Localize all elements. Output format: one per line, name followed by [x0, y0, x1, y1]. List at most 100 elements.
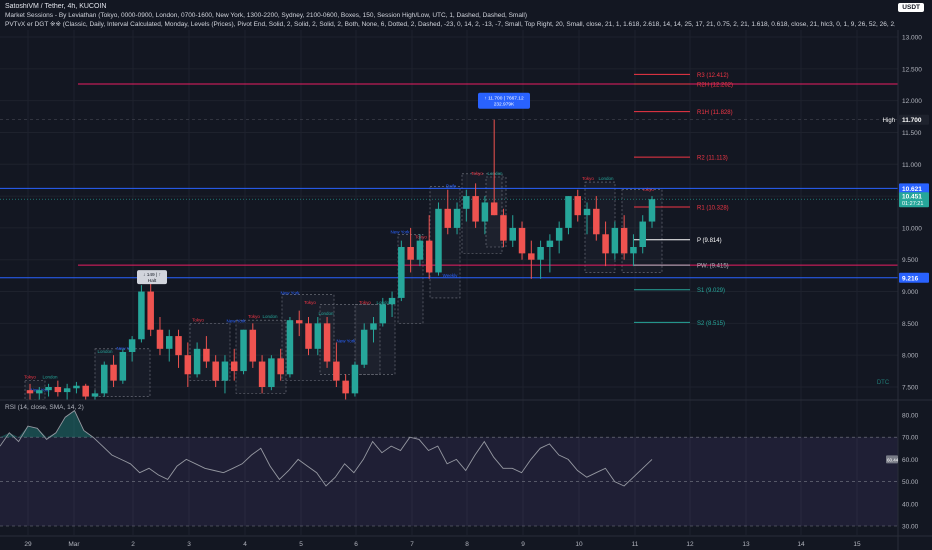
candle-body: [286, 320, 294, 375]
candle-body: [138, 291, 145, 340]
price-tick-label: 8.000: [902, 353, 919, 360]
candlestick-series: [26, 119, 656, 400]
candle-body: [453, 208, 461, 228]
time-tick-label: 11: [632, 541, 639, 548]
candle-body: [648, 199, 656, 222]
pivot-label: S1 (9.029): [697, 288, 725, 294]
session-label: London: [262, 314, 278, 319]
candle-body: [156, 329, 164, 349]
candle-body: [620, 227, 628, 254]
rsi-tick-label: 40.00: [902, 501, 919, 508]
candle-body: [565, 196, 572, 228]
rsi-legend[interactable]: RSI (14, close, SMA, 14, 2): [5, 404, 84, 411]
candle-body: [175, 336, 182, 356]
session-label: Tokyo: [359, 300, 371, 305]
time-tick-label: 14: [797, 541, 805, 548]
session-box: [429, 186, 461, 299]
pivot-label: R3 (12.412): [697, 73, 729, 79]
rsi-current-label: 60.44: [887, 457, 899, 462]
pivot-label: S2 (8.515): [697, 321, 725, 327]
session-label: New York: [336, 338, 356, 343]
session-label: Tokyo: [304, 300, 316, 305]
high-label: High: [883, 118, 895, 124]
candle-body: [444, 208, 452, 228]
candle-body: [398, 247, 405, 298]
session-box: [584, 181, 616, 273]
indicator-pivots-legend[interactable]: PVTvX er DGT ※※ (Classic, Daily, Interva…: [5, 21, 895, 28]
low-callout-line2: Halt: [148, 278, 157, 284]
candle-body: [91, 393, 99, 397]
rsi-pane: [0, 409, 898, 527]
price-tick-label: 13.000: [902, 35, 922, 42]
candle-body: [323, 323, 331, 362]
candle-body: [490, 202, 498, 216]
time-tick-label: 15: [853, 541, 861, 548]
session-label: London: [97, 349, 113, 354]
price-tick-label: 12.500: [902, 66, 922, 73]
candle-body: [277, 358, 284, 375]
level-10621-tag-bg: [899, 183, 929, 194]
session-label: New York: [30, 387, 50, 392]
session-label: London: [318, 311, 334, 316]
rsi-current-bg: [886, 455, 898, 464]
price-tick-label: 7.500: [902, 385, 919, 392]
candle-body: [128, 339, 136, 352]
symbol-title: SatoshiVM / Tether, 4h, KUCOIN: [5, 3, 107, 10]
candle-body: [166, 336, 173, 349]
candle-body: [342, 380, 349, 394]
candle-body: [45, 387, 52, 391]
level-9216-tag-bg: [899, 272, 929, 283]
time-tick-label: 13: [742, 541, 750, 548]
pivot-label: PW. (9.415): [697, 264, 729, 270]
time-tick-label: 7: [410, 541, 414, 548]
candle-body: [435, 208, 442, 273]
candle-body: [184, 355, 192, 375]
candle-body: [574, 196, 581, 216]
candle-body: [268, 358, 275, 387]
high-callout-line2: 232.979K: [494, 102, 515, 108]
candle-body: [36, 390, 43, 394]
session-label: New York: [390, 230, 410, 235]
session-label: Tokyo: [642, 187, 654, 192]
time-tick-label: 6: [354, 541, 358, 548]
time-tick-label: 9: [521, 541, 525, 548]
session-label: London: [487, 171, 503, 176]
candle-body: [583, 208, 591, 216]
high-callout-line1: ↑ 11.700 | 7667.12: [484, 96, 524, 102]
session-label: New York: [116, 346, 136, 351]
session-label: New York: [280, 291, 300, 296]
price-tick-label: 8.500: [902, 321, 919, 328]
candle-body: [351, 364, 359, 394]
currency-button[interactable]: USDT: [898, 3, 924, 12]
price-tick-label: 9.000: [902, 289, 919, 296]
rsi-line: [0, 409, 653, 487]
session-label: Tokyo: [582, 176, 594, 181]
session-label: Daily: [446, 184, 457, 189]
candle-body: [82, 385, 89, 397]
price-tick-label: 9.500: [902, 257, 919, 264]
time-tick-label: 2: [131, 541, 135, 548]
session-label: London: [598, 176, 614, 181]
high-callout-bg: [478, 92, 530, 109]
time-tick-label: 8: [465, 541, 469, 548]
price-tick-label: 11.000: [902, 162, 922, 169]
candle-body: [528, 253, 535, 260]
candle-body: [425, 240, 433, 273]
candle-body: [370, 323, 377, 330]
candle-body: [203, 348, 210, 362]
candle-body: [212, 361, 219, 381]
low-callout-bg: [137, 270, 167, 285]
candle-body: [249, 329, 257, 362]
candle-body: [630, 247, 637, 254]
session-label: Tokyo: [415, 235, 427, 240]
candle-body: [407, 247, 414, 260]
candle-body: [602, 234, 609, 254]
candle-body: [26, 390, 34, 394]
price-tick-label: 12.000: [902, 98, 922, 105]
candle-body: [611, 227, 619, 254]
indicator-sessions-legend[interactable]: Market Sessions - By Leviathan (Tokyo, 0…: [5, 12, 527, 19]
current-price-tag-bg: [899, 192, 929, 208]
low-callout-line1: ↓ 149 | ↑: [143, 272, 161, 278]
